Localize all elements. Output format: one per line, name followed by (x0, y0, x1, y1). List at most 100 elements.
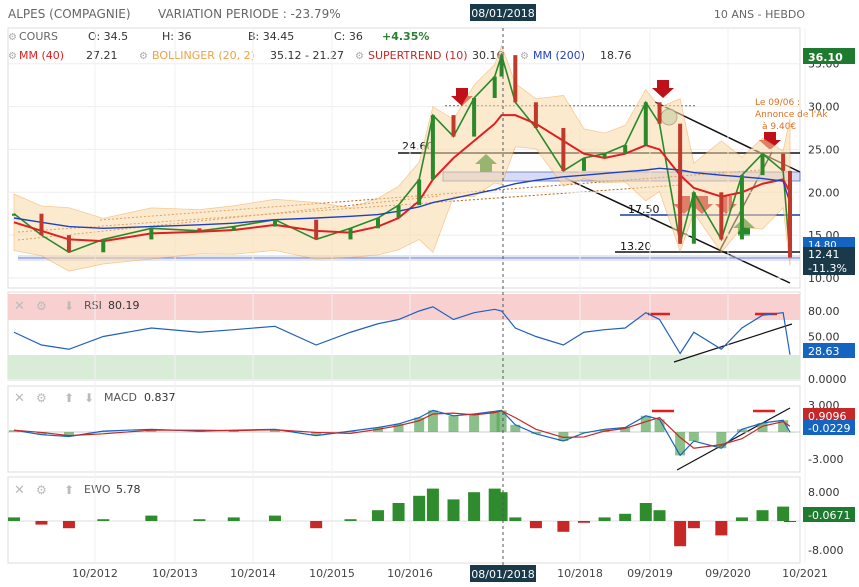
macd-histogram-bar (414, 418, 424, 432)
legend-bollinger: BOLLINGER (20, 2) (152, 49, 255, 62)
price-candle (678, 124, 682, 244)
price-candle (431, 115, 435, 179)
ewo-bar (413, 496, 425, 521)
rsi-tick-label: 50.00 (808, 331, 840, 344)
level-1320-label: 13.20 (620, 240, 652, 253)
price-candle (603, 154, 607, 158)
price-candle (12, 214, 16, 216)
ewo-panel-header: ✕ ⚙ ⬆ EWO 5.78 (14, 483, 141, 498)
ewo-bar (757, 510, 769, 521)
note-line-3: à 9.40€ (762, 122, 796, 132)
company-title: ALPES (COMPAGNIE) (8, 7, 131, 21)
price-candle (493, 77, 497, 98)
ewo-tick-label: 8.000 (808, 486, 840, 499)
gear-icon[interactable]: ⚙ (8, 32, 17, 43)
price-candle (582, 158, 586, 171)
price-candle (740, 175, 744, 239)
ewo-bar (619, 514, 631, 521)
close-icon[interactable]: ✕ (14, 483, 25, 498)
date-badge-bottom-text: 08/01/2018 (471, 568, 534, 581)
legend-high: H: 36 (162, 30, 191, 43)
ewo-bar (599, 517, 611, 521)
price-candle (417, 179, 421, 205)
arrow-up-icon[interactable]: ⬆ (64, 391, 74, 405)
ewo-bar (8, 517, 20, 521)
x-tick-label: 10/2021 (782, 567, 828, 580)
ewo-bar (509, 517, 521, 521)
legend-mm200-value: 18.76 (600, 49, 632, 62)
gear-icon[interactable]: ⚙ (8, 51, 17, 62)
x-tick-label: 10/2012 (72, 567, 118, 580)
ewo-bar (448, 499, 460, 521)
price-candle (149, 228, 153, 239)
price-candle (561, 128, 565, 171)
legend-low: B: 34.45 (248, 30, 294, 43)
macd-histogram-bar (689, 432, 699, 441)
ewo-label: EWO (84, 483, 111, 496)
price-layer (12, 46, 792, 271)
ewo-bar (736, 517, 748, 521)
price-candle (314, 220, 318, 240)
price-candle (719, 192, 723, 239)
price-tick-label: 30.00 (808, 101, 840, 114)
price-candle (472, 98, 476, 137)
x-tick-label: 10/2018 (557, 567, 603, 580)
ewo-bar (496, 492, 508, 521)
x-tick-label: 09/2019 (627, 567, 673, 580)
rsi-label: RSI (84, 299, 102, 312)
indicator-layer (8, 307, 796, 546)
macd-label: MACD (104, 391, 137, 404)
ewo-bar (35, 521, 47, 525)
gear-icon[interactable]: ⚙ (36, 299, 47, 313)
ewo-bar (688, 521, 700, 528)
arrow-down-icon[interactable]: ⬇ (64, 299, 74, 313)
macd-line (14, 410, 790, 455)
ewo-bar (578, 521, 590, 523)
ewo-bar (269, 516, 281, 521)
ewo-bar (784, 521, 796, 522)
macd-tick-label: -3.000 (808, 453, 843, 466)
arrow-up-icon[interactable]: ⬆ (64, 483, 74, 497)
x-tick-label: 09/2020 (705, 567, 751, 580)
date-badge-top-text: 08/01/2018 (471, 7, 534, 20)
price-candle (781, 154, 785, 171)
price-last-badge-text: 12.41 (808, 248, 840, 261)
gear-icon[interactable]: ⚙ (355, 51, 364, 62)
ewo-bar (557, 521, 569, 532)
legend-change: +4.35% (382, 30, 429, 43)
price-candle (761, 154, 765, 175)
ewo-bar (145, 516, 157, 521)
price-tick-label: 25.00 (808, 143, 840, 156)
close-icon[interactable]: ✕ (14, 391, 25, 406)
price-candle (376, 218, 380, 228)
rsi-badge-text: 28.63 (808, 345, 840, 358)
ewo-bar (468, 492, 480, 521)
legend-close: C: 36 (334, 30, 363, 43)
gear-icon[interactable]: ⚙ (36, 483, 47, 497)
price-change-badge-text: -11.3% (808, 262, 847, 275)
gear-icon[interactable]: ⚙ (36, 391, 47, 405)
price-top-badge-text: 36.10 (808, 51, 843, 64)
price-candle (623, 145, 627, 154)
price-candle (513, 55, 517, 102)
price-candle (788, 171, 792, 257)
close-icon[interactable]: ✕ (14, 299, 25, 314)
macd-value: 0.837 (144, 391, 176, 404)
legend-mm40: MM (40) (19, 49, 64, 62)
ewo-bar (372, 510, 384, 521)
ewo-bar (530, 521, 542, 528)
arrow-down-icon[interactable]: ⬇ (84, 391, 94, 405)
price-candle (232, 227, 236, 231)
gear-icon[interactable]: ⚙ (139, 51, 148, 62)
ewo-bar (228, 517, 240, 521)
price-candle (101, 239, 105, 252)
macd-badge-2-text: -0.0229 (808, 422, 850, 435)
price-candle (197, 228, 201, 231)
gear-icon[interactable]: ⚙ (520, 51, 529, 62)
price-candle (534, 102, 538, 128)
arrow-down-icon (652, 80, 674, 98)
period-text: 10 ANS - HEBDO (714, 8, 805, 21)
x-tick-label: 10/2015 (309, 567, 355, 580)
level-1750-label: 17.50 (628, 203, 660, 216)
